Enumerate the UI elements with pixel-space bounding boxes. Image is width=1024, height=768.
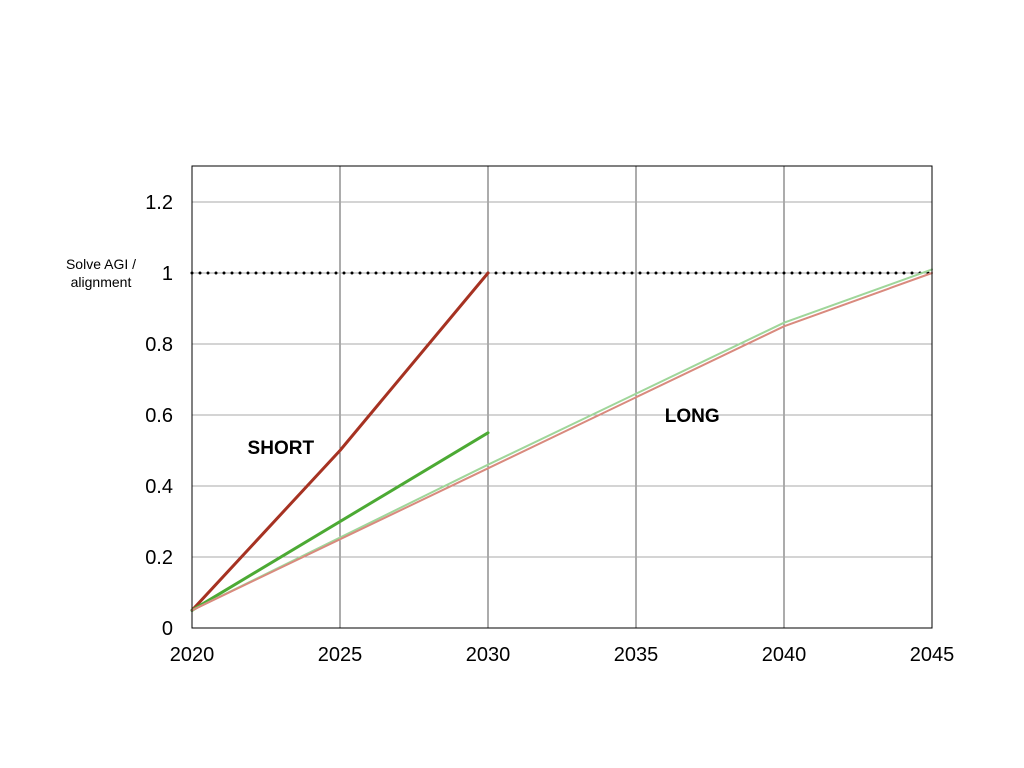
y-tick-label: 1.2 (145, 192, 173, 214)
y-tick-label: 0.8 (145, 334, 173, 356)
y-tick-label: 0.6 (145, 405, 173, 427)
reference-line-label-1: alignment (71, 274, 132, 290)
plot-frame (191, 165, 933, 629)
series-line-3 (191, 272, 933, 612)
x-tick-label: 2025 (318, 644, 363, 666)
x-axis-tick-labels: 2020 2025 2030 2035 2040 2045 (170, 644, 955, 666)
y-axis-tick-labels: 0 0.2 0.4 0.6 0.8 1 1.2 (145, 192, 173, 640)
x-tick-label: 2030 (466, 644, 511, 666)
x-tick-label: 2035 (614, 644, 659, 666)
series-lines (190, 268, 933, 612)
x-tick-label: 2045 (910, 644, 955, 666)
y-tick-label: 0.2 (145, 547, 173, 569)
annotation-short: SHORT (248, 438, 315, 459)
series-line-1 (190, 431, 490, 612)
reference-line-label: Solve AGI / alignment (66, 256, 136, 290)
annotation-long: LONG (665, 406, 720, 427)
y-tick-label: 0.4 (145, 476, 173, 498)
series-line-0 (190, 271, 490, 612)
annotations: SHORT LONG (248, 406, 720, 459)
x-tick-label: 2020 (170, 644, 215, 666)
series-line-2 (191, 268, 933, 612)
y-tick-label: 0 (162, 618, 173, 640)
reference-line-label-0: Solve AGI / (66, 256, 136, 272)
x-tick-label: 2040 (762, 644, 807, 666)
grid-lines (192, 166, 932, 628)
y-tick-label: 1 (162, 263, 173, 285)
